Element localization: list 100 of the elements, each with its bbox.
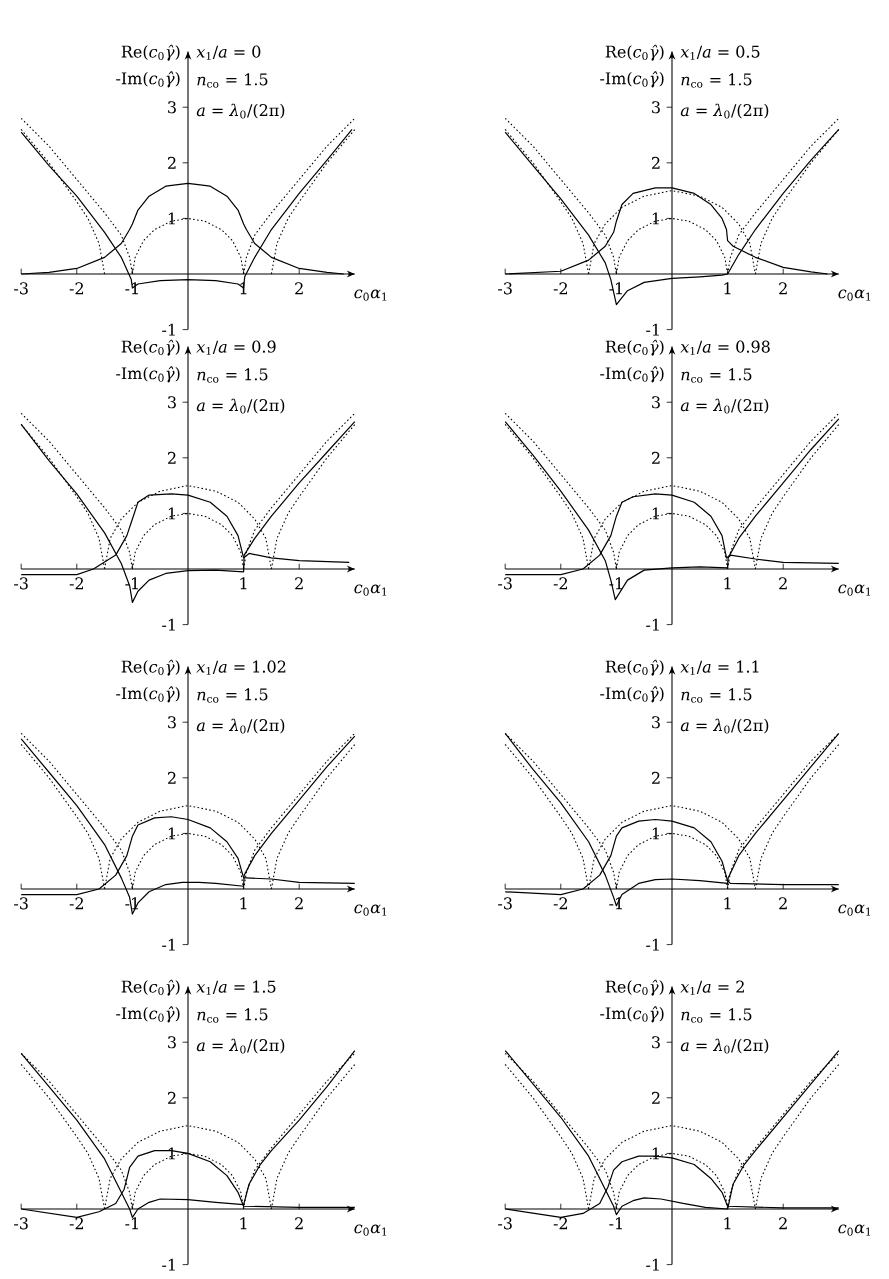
y-tick-label: -1 bbox=[646, 938, 659, 951]
x-tick-label: 2 bbox=[295, 1217, 303, 1230]
y-tick-label: 3 bbox=[652, 101, 660, 114]
annotation: n$_{co}$ = 1.5 bbox=[197, 368, 268, 383]
x-tick-label: 1 bbox=[724, 282, 731, 295]
y-tick-label: 2 bbox=[167, 771, 176, 784]
y-axis-title: Re(c$_{0}$γ̂) bbox=[605, 659, 664, 676]
y-tick-label: 3 bbox=[168, 1036, 176, 1049]
annotation: a = λ$_{0}$/(2π) bbox=[196, 718, 285, 734]
x-tick-label: -2 bbox=[553, 282, 568, 295]
annotation: a = λ$_{0}$/(2π) bbox=[196, 398, 285, 414]
annotation: x$_{1}$/a = 0.5 bbox=[680, 45, 760, 60]
x-tick-label: -3 bbox=[14, 282, 28, 295]
x-tick-label: -3 bbox=[498, 577, 512, 590]
y-tick-label: 1 bbox=[168, 507, 175, 520]
annotation: x$_{1}$/a = 1.5 bbox=[196, 980, 276, 995]
annotation: n$_{co}$ = 1.5 bbox=[681, 368, 752, 383]
y-tick-label: 3 bbox=[168, 716, 176, 729]
y-tick-label: 2 bbox=[651, 156, 660, 169]
x-tick-label: 2 bbox=[295, 897, 303, 910]
x-tick-label: 2 bbox=[779, 1217, 787, 1230]
x-tick-label: 1 bbox=[240, 897, 247, 910]
y-tick-label: 1 bbox=[168, 1147, 175, 1160]
x-tick-label: -2 bbox=[69, 282, 84, 295]
x-tick-label: 2 bbox=[295, 577, 303, 590]
y-tick-label: 3 bbox=[168, 396, 176, 409]
x-tick-label: -3 bbox=[498, 1217, 512, 1230]
y-axis-title: Re(c$_{0}$γ̂) bbox=[605, 979, 664, 996]
x-tick-label: -1 bbox=[125, 1217, 138, 1230]
x-tick-label: 2 bbox=[779, 897, 787, 910]
y-tick-label: -1 bbox=[646, 323, 659, 336]
annotation: a = λ$_{0}$/(2π) bbox=[680, 718, 769, 734]
x-tick-label: -2 bbox=[553, 897, 568, 910]
annotation: a = λ$_{0}$/(2π) bbox=[680, 1038, 769, 1054]
x-tick-label: -2 bbox=[553, 577, 568, 590]
x-tick-label: -3 bbox=[14, 897, 28, 910]
y-tick-label: -1 bbox=[646, 1258, 659, 1271]
x-tick-label: 1 bbox=[240, 577, 247, 590]
y-tick-label: -1 bbox=[162, 618, 175, 631]
y-tick-label: 1 bbox=[652, 212, 659, 225]
annotation: n$_{co}$ = 1.5 bbox=[681, 1008, 752, 1023]
y-tick-label: -1 bbox=[162, 323, 175, 336]
y-tick-label: 3 bbox=[652, 1036, 660, 1049]
x-tick-label: -3 bbox=[14, 1217, 28, 1230]
x-axis-title: c$_{0}$α$_{1}$ bbox=[354, 904, 387, 916]
y-tick-label: 2 bbox=[651, 451, 660, 464]
annotation: a = λ$_{0}$/(2π) bbox=[680, 103, 769, 119]
y-axis-title: Re(c$_{0}$γ̂) bbox=[121, 659, 180, 676]
x-axis-title: c$_{0}$α$_{1}$ bbox=[838, 904, 871, 916]
y-tick-label: -1 bbox=[162, 938, 175, 951]
y-tick-label: 2 bbox=[651, 771, 660, 784]
annotation: -Im(c$_{0}$γ̂) bbox=[116, 1006, 180, 1023]
x-tick-label: -1 bbox=[125, 282, 138, 295]
y-tick-label: 2 bbox=[167, 1091, 176, 1104]
x-tick-label: -2 bbox=[69, 1217, 84, 1230]
annotation: x$_{1}$/a = 1.02 bbox=[196, 660, 286, 675]
annotation: n$_{co}$ = 1.5 bbox=[681, 688, 752, 703]
y-tick-label: 2 bbox=[651, 1091, 660, 1104]
y-tick-label: -1 bbox=[162, 1258, 175, 1271]
x-tick-label: 2 bbox=[779, 282, 787, 295]
annotation: x$_{1}$/a = 1.1 bbox=[680, 660, 759, 675]
y-tick-label: 3 bbox=[652, 396, 660, 409]
x-tick-label: -3 bbox=[498, 897, 512, 910]
x-axis-title: c$_{0}$α$_{1}$ bbox=[354, 1224, 387, 1236]
x-axis-title: c$_{0}$α$_{1}$ bbox=[838, 584, 871, 596]
x-tick-label: 1 bbox=[240, 1217, 247, 1230]
y-tick-label: 2 bbox=[167, 451, 176, 464]
x-tick-label: 1 bbox=[724, 1217, 731, 1230]
y-tick-label: 3 bbox=[168, 101, 176, 114]
y-tick-label: 1 bbox=[652, 827, 659, 840]
x-tick-label: 1 bbox=[724, 577, 731, 590]
annotation: x$_{1}$/a = 0.98 bbox=[680, 340, 770, 355]
y-axis-title: Re(c$_{0}$γ̂) bbox=[121, 979, 180, 996]
x-tick-label: -3 bbox=[498, 282, 512, 295]
y-axis-title: Re(c$_{0}$γ̂) bbox=[605, 44, 664, 61]
annotation: -Im(c$_{0}$γ̂) bbox=[116, 366, 180, 383]
x-tick-label: 2 bbox=[295, 282, 303, 295]
y-axis-title: Re(c$_{0}$γ̂) bbox=[121, 339, 180, 356]
x-tick-label: 1 bbox=[724, 897, 731, 910]
annotation: -Im(c$_{0}$γ̂) bbox=[600, 71, 664, 88]
x-tick-label: 2 bbox=[779, 577, 787, 590]
annotation: x$_{1}$/a = 2 bbox=[680, 980, 744, 995]
y-tick-label: 3 bbox=[652, 716, 660, 729]
y-tick-label: -1 bbox=[646, 618, 659, 631]
annotation: -Im(c$_{0}$γ̂) bbox=[116, 71, 180, 88]
annotation: -Im(c$_{0}$γ̂) bbox=[600, 1006, 664, 1023]
annotation: n$_{co}$ = 1.5 bbox=[197, 1008, 268, 1023]
y-tick-label: 2 bbox=[167, 156, 176, 169]
y-tick-label: 1 bbox=[652, 507, 659, 520]
x-tick-label: -2 bbox=[553, 1217, 568, 1230]
x-tick-label: -3 bbox=[14, 577, 28, 590]
x-axis-title: c$_{0}$α$_{1}$ bbox=[354, 289, 387, 301]
y-axis-title: Re(c$_{0}$γ̂) bbox=[121, 44, 180, 61]
annotation: -Im(c$_{0}$γ̂) bbox=[600, 686, 664, 703]
x-axis-title: c$_{0}$α$_{1}$ bbox=[838, 1224, 871, 1236]
y-tick-label: 1 bbox=[168, 212, 175, 225]
annotation: a = λ$_{0}$/(2π) bbox=[196, 103, 285, 119]
annotation: a = λ$_{0}$/(2π) bbox=[196, 1038, 285, 1054]
annotation: x$_{1}$/a = 0.9 bbox=[196, 340, 276, 355]
annotation: n$_{co}$ = 1.5 bbox=[681, 73, 752, 88]
